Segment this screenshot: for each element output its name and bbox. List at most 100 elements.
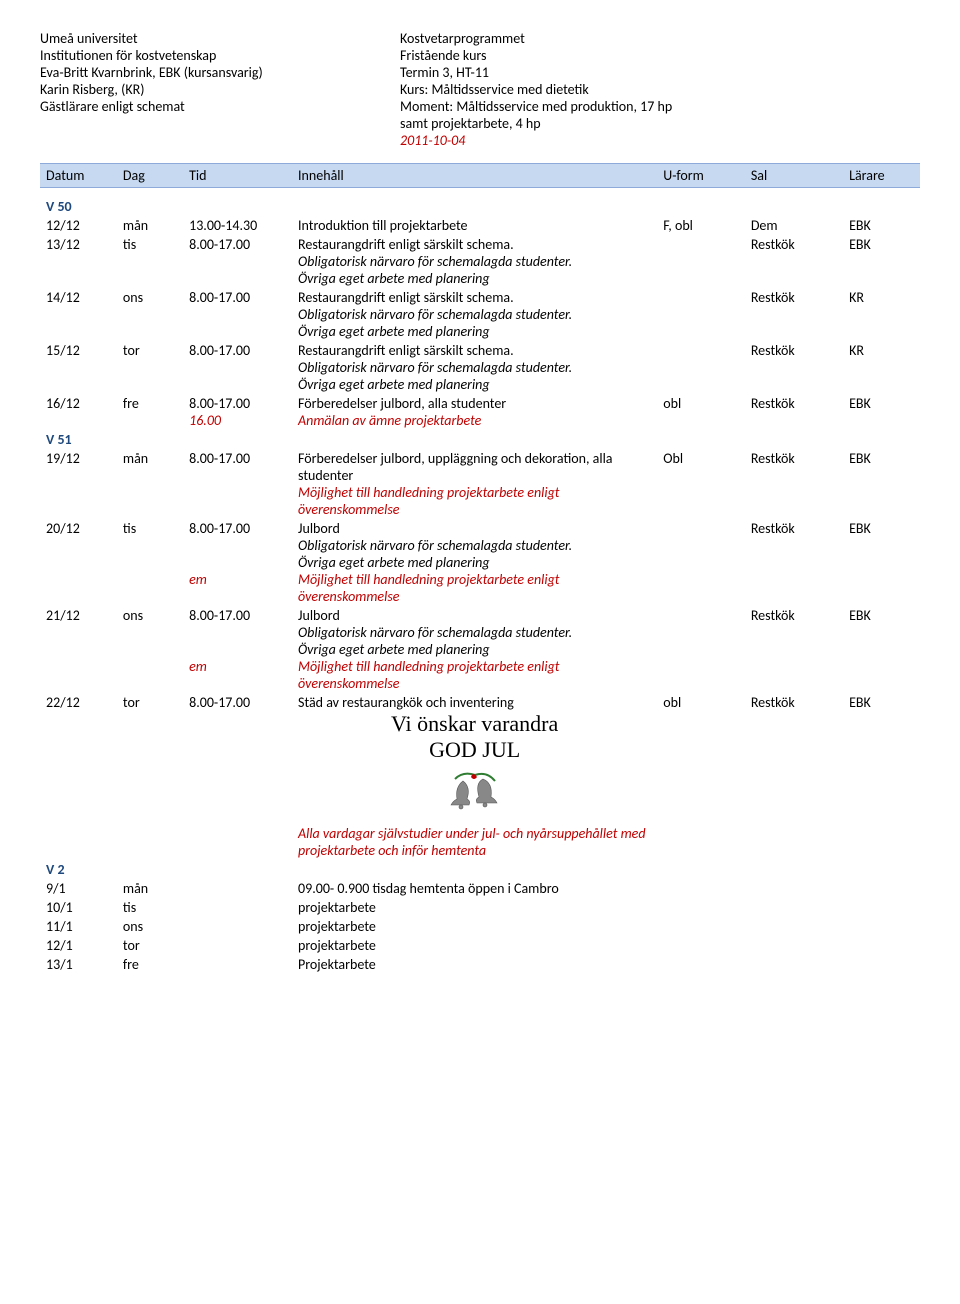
cell-datum: 12/1 (40, 937, 117, 956)
cell-dag: mån (117, 450, 183, 520)
cell-dag: ons (117, 607, 183, 694)
hdr-line: Institutionen för kostvetenskap (40, 47, 400, 64)
cell-sal: Restkök (745, 694, 843, 825)
cell-larare: KR (843, 289, 920, 342)
cell-tid-main: 8.00-17.00 (189, 520, 250, 537)
table-row: 21/12 ons 8.00-17.00 em Julbord Obligato… (40, 607, 920, 694)
col-dag: Dag (117, 164, 183, 188)
cell-tid: 8.00-17.00 (183, 694, 292, 825)
cell-sal: Restkök (745, 395, 843, 431)
cell-larare: KR (843, 342, 920, 395)
week-label: V 50 (40, 198, 920, 217)
cell-tid-main: 8.00-17.00 (189, 395, 250, 412)
cell-dag: fre (117, 956, 183, 975)
note-ovriga: Övriga eget arbete med planering (298, 641, 490, 658)
cell-txt: Restaurangdrift enligt särskilt schema. … (292, 236, 657, 289)
note-ovriga: Övriga eget arbete med planering (298, 323, 490, 340)
cell-uform (657, 289, 745, 342)
note-mojlighet: Möjlighet till handledning projektarbete… (298, 658, 559, 692)
cell-tid: 8.00-17.00 (183, 289, 292, 342)
note-oblig: Obligatorisk närvaro för schemalagda stu… (298, 359, 572, 376)
cell-dag: fre (117, 395, 183, 431)
cell-tid: 8.00-17.00 (183, 450, 292, 520)
cell-main: Restaurangdrift enligt särskilt schema. (298, 236, 514, 253)
bells-icon (298, 769, 651, 823)
note-julnote: Alla vardagar självstudier under jul- oc… (298, 825, 646, 859)
cell-main: Julbord (298, 520, 340, 537)
cell-larare: EBK (843, 607, 920, 694)
cell-sal: Restkök (745, 450, 843, 520)
cell-uform (657, 607, 745, 694)
cell-dag: tis (117, 520, 183, 607)
hdr-line: Termin 3, HT-11 (400, 64, 920, 81)
hdr-date: 2011-10-04 (400, 132, 920, 149)
table-row: Alla vardagar självstudier under jul- oc… (40, 825, 920, 861)
cell-tid: 8.00-17.00 (183, 342, 292, 395)
hdr-line: Eva-Britt Kvarnbrink, EBK (kursansvarig) (40, 64, 400, 81)
cell-dag: tor (117, 937, 183, 956)
cell-tid-sub: em (189, 571, 207, 588)
cell-txt: Projektarbete (292, 956, 657, 975)
cell-datum: 20/12 (40, 520, 117, 607)
cell-larare: EBK (843, 236, 920, 289)
cell-datum: 10/1 (40, 899, 117, 918)
cell-tid-sub: 16.00 (189, 412, 221, 429)
cell-main: Restaurangdrift enligt särskilt schema. (298, 342, 514, 359)
cell-sal: Restkök (745, 520, 843, 607)
note-ovriga: Övriga eget arbete med planering (298, 270, 490, 287)
cell-dag: tor (117, 694, 183, 825)
cell-sal: Restkök (745, 236, 843, 289)
col-sal: Sal (745, 164, 843, 188)
cell-datum: 13/1 (40, 956, 117, 975)
cell-tid-main: 8.00-17.00 (189, 607, 250, 624)
cell-datum: 14/12 (40, 289, 117, 342)
cell-uform: obl (657, 694, 745, 825)
cell-dag: mån (117, 217, 183, 236)
table-row: 12/1 tor projektarbete (40, 937, 920, 956)
document-header: Umeå universitet Institutionen för kostv… (40, 30, 920, 149)
cell-datum: 16/12 (40, 395, 117, 431)
table-row: 13/1 fre Projektarbete (40, 956, 920, 975)
note-oblig: Obligatorisk närvaro för schemalagda stu… (298, 624, 572, 641)
cell-txt: Restaurangdrift enligt särskilt schema. … (292, 342, 657, 395)
col-innehall: Innehåll (292, 164, 657, 188)
cell-datum: 22/12 (40, 694, 117, 825)
header-right: Kostvetarprogrammet Fristående kurs Term… (400, 30, 920, 149)
cell-dag: tis (117, 899, 183, 918)
cell-datum: 9/1 (40, 880, 117, 899)
cell-main: Julbord (298, 607, 340, 624)
cell-uform: Obl (657, 450, 745, 520)
cell-sal: Dem (745, 217, 843, 236)
cell-sal: Restkök (745, 342, 843, 395)
week-label: V 2 (40, 861, 920, 880)
hdr-line: Kostvetarprogrammet (400, 30, 920, 47)
cell-larare: EBK (843, 694, 920, 825)
cell-dag: mån (117, 880, 183, 899)
table-row: 14/12 ons 8.00-17.00 Restaurangdrift enl… (40, 289, 920, 342)
cell-txt: Julbord Obligatorisk närvaro för schemal… (292, 520, 657, 607)
cell-tid: 8.00-17.00 (183, 236, 292, 289)
note-mojlighet: Möjlighet till handledning projektarbete… (298, 571, 559, 605)
cell-dag: tis (117, 236, 183, 289)
cell-larare: EBK (843, 395, 920, 431)
hdr-line: samt projektarbete, 4 hp (400, 115, 920, 132)
note-oblig: Obligatorisk närvaro för schemalagda stu… (298, 253, 572, 270)
cell-larare: EBK (843, 450, 920, 520)
cell-tid: 8.00-17.00 16.00 (183, 395, 292, 431)
note-mojlighet: Möjlighet till handledning projektarbete… (298, 484, 559, 518)
table-row: 19/12 mån 8.00-17.00 Förberedelser julbo… (40, 450, 920, 520)
cell-uform (657, 236, 745, 289)
cell-tid: 8.00-17.00 em (183, 520, 292, 607)
cell-txt: projektarbete (292, 937, 657, 956)
cell-datum: 13/12 (40, 236, 117, 289)
holiday-note: Alla vardagar självstudier under jul- oc… (292, 825, 657, 861)
cell-txt: projektarbete (292, 899, 657, 918)
header-left: Umeå universitet Institutionen för kostv… (40, 30, 400, 149)
note-anmalan: Anmälan av ämne projektarbete (298, 412, 481, 429)
table-row: 22/12 tor 8.00-17.00 Städ av restaurangk… (40, 694, 920, 825)
hdr-line: Karin Risberg, (KR) (40, 81, 400, 98)
col-tid: Tid (183, 164, 292, 188)
hdr-line: Gästlärare enligt schemat (40, 98, 400, 115)
cell-datum: 11/1 (40, 918, 117, 937)
cell-tid (183, 880, 292, 899)
